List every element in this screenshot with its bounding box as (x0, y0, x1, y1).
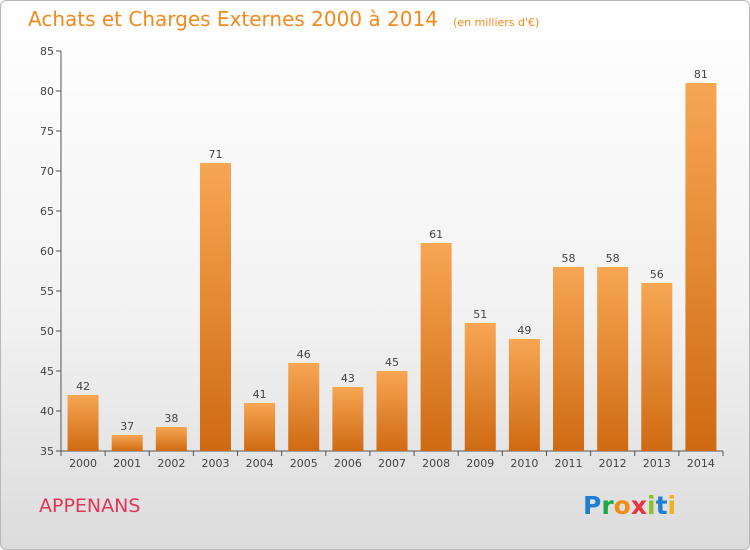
commune-name: APPENANS (39, 495, 141, 517)
y-tick-label: 85 (40, 45, 54, 58)
y-tick-label: 45 (40, 365, 54, 378)
logo-letter: o (613, 491, 631, 520)
bar (376, 371, 408, 451)
bars (67, 83, 717, 451)
data-label: 71 (208, 148, 222, 161)
bar (288, 363, 320, 451)
data-label: 43 (341, 372, 355, 385)
bar (685, 83, 717, 451)
value-labels: 42 37 38 71 41 46 43 45 61 51 49 58 58 56 81 (76, 68, 708, 433)
proxiti-logo[interactable]: Proxiti (583, 491, 676, 520)
x-tick-label: 2000 (69, 457, 97, 470)
y-tick-label: 50 (40, 325, 54, 338)
y-tick-label: 35 (40, 445, 54, 458)
logo-letter: r (601, 491, 614, 520)
x-tick-label: 2001 (113, 457, 141, 470)
bar (597, 267, 629, 451)
bar (111, 435, 143, 451)
x-tick-label: 2005 (290, 457, 318, 470)
y-tick-label: 70 (40, 165, 54, 178)
bar (155, 427, 187, 451)
data-label: 46 (297, 348, 311, 361)
data-label: 42 (76, 380, 90, 393)
bar (67, 395, 99, 451)
x-tick-label: 2014 (687, 457, 715, 470)
bar (199, 163, 231, 451)
logo-letter: i (667, 491, 677, 520)
y-tick-label: 65 (40, 205, 54, 218)
bar (641, 283, 673, 451)
x-tick-label: 2012 (599, 457, 627, 470)
logo-letter: P (583, 491, 602, 520)
logo-letter: t (655, 491, 668, 520)
bar (420, 243, 452, 451)
chart-title: Achats et Charges Externes 2000 à 2014 (28, 7, 438, 31)
y-tick-label: 75 (40, 125, 54, 138)
chart-subtitle: (en milliers d'€) (453, 16, 540, 29)
bar (244, 403, 276, 451)
x-tick-label: 2006 (334, 457, 362, 470)
logo-letter: x (630, 491, 647, 520)
logo-letter: i (647, 491, 656, 520)
data-label: 41 (253, 388, 267, 401)
x-tick-label: 2013 (643, 457, 671, 470)
x-tick-label: 2008 (422, 457, 450, 470)
title-row: Achats et Charges Externes 2000 à 2014 (… (28, 7, 539, 31)
data-label: 38 (164, 412, 178, 425)
y-tick-label: 60 (40, 245, 54, 258)
data-label: 51 (473, 308, 487, 321)
y-tick-label: 55 (40, 285, 54, 298)
bar (553, 267, 585, 451)
bar (508, 339, 540, 451)
data-label: 49 (517, 324, 531, 337)
bar (332, 387, 364, 451)
data-label: 61 (429, 228, 443, 241)
data-label: 45 (385, 356, 399, 369)
x-tick-label: 2004 (246, 457, 274, 470)
data-label: 58 (606, 252, 620, 265)
bar (464, 323, 496, 451)
x-tick-label: 2003 (201, 457, 229, 470)
data-label: 37 (120, 420, 134, 433)
data-label: 58 (562, 252, 576, 265)
x-tick-label: 2007 (378, 457, 406, 470)
y-tick-label: 80 (40, 85, 54, 98)
data-label: 56 (650, 268, 664, 281)
x-tick-label: 2002 (157, 457, 185, 470)
data-label: 81 (694, 68, 708, 81)
x-tick-label: 2011 (555, 457, 583, 470)
axes: 35 40 45 50 55 60 65 70 75 80 85 2000 2001 2002 2003 20… (40, 45, 724, 470)
y-tick-label: 40 (40, 405, 54, 418)
x-tick-label: 2009 (466, 457, 494, 470)
x-tick-label: 2010 (510, 457, 538, 470)
